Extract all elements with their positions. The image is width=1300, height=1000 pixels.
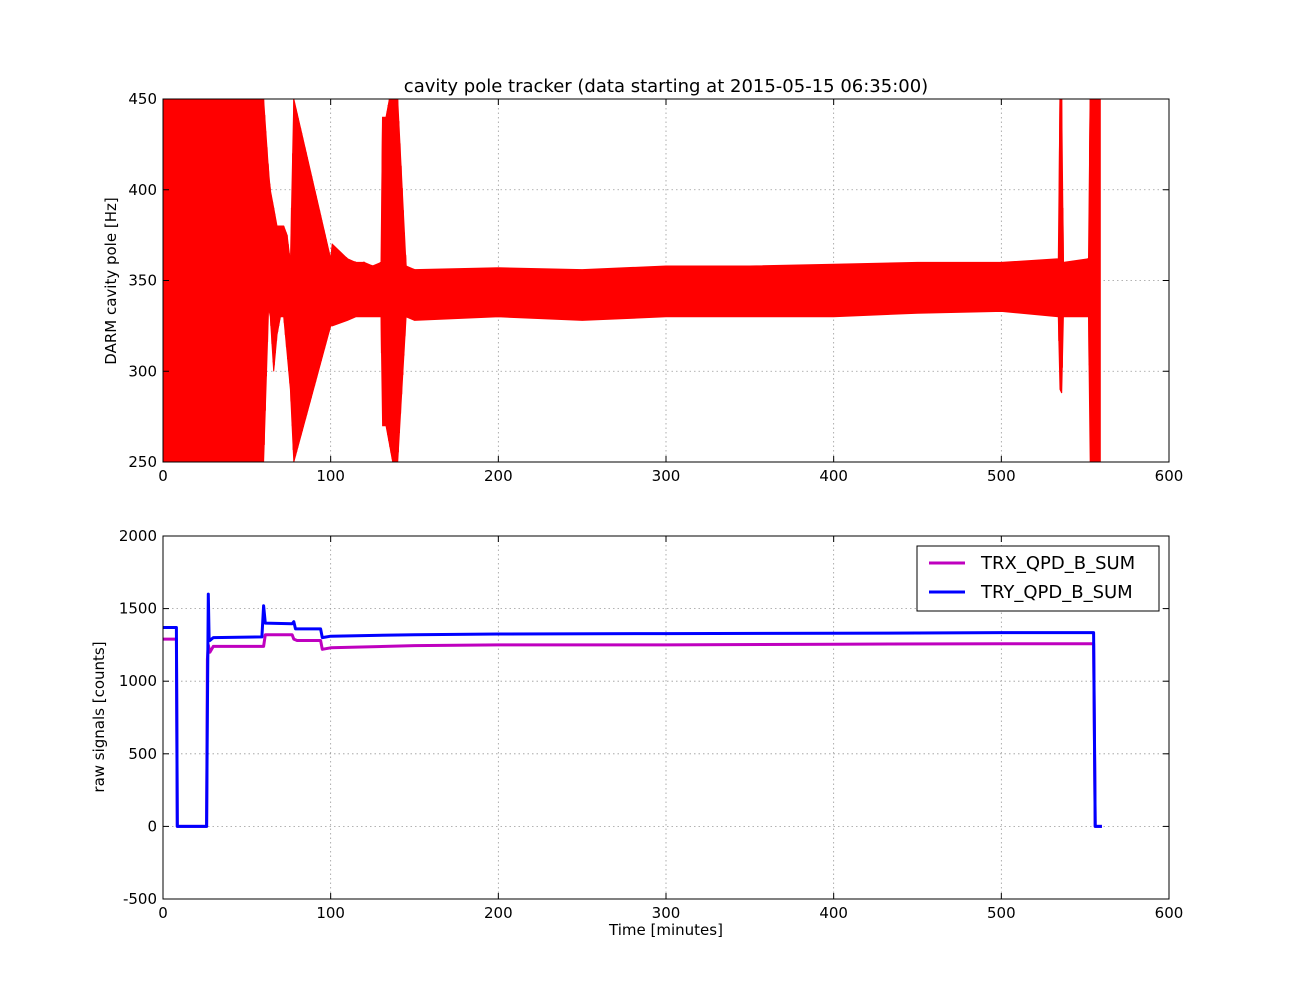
raw-signals-y-axis-label: raw signals [counts] bbox=[90, 641, 108, 792]
raw-signals-legend: TRX_QPD_B_SUM TRY_QPD_B_SUM bbox=[916, 545, 1160, 612]
cavity-pole-y-tick-label: 400 bbox=[128, 181, 157, 199]
cavity-pole-plot-area bbox=[163, 99, 1101, 462]
cavity-pole-y-tick-label: 300 bbox=[128, 362, 157, 380]
legend-entry-trx: TRX_QPD_B_SUM bbox=[980, 553, 1135, 574]
legend-box bbox=[916, 545, 1160, 612]
raw-signals-x-tick-label: 200 bbox=[484, 904, 513, 922]
raw-signals-y-tick-label: 1000 bbox=[119, 672, 157, 690]
cavity-pole-title: cavity pole tracker (data starting at 20… bbox=[404, 76, 928, 97]
raw-signals-x-tick-label: 600 bbox=[1155, 904, 1184, 922]
raw-signals-axes: 0 100 200 300 400 500 600-5000500100015002000 … bbox=[90, 527, 1183, 939]
raw-signals-y-tick-label: 500 bbox=[128, 745, 157, 763]
raw-signals-x-tick-label: 500 bbox=[987, 904, 1016, 922]
try-qpd-b-sum-line bbox=[163, 592, 1102, 828]
raw-signals-x-tick-label: 0 bbox=[158, 904, 168, 922]
cavity-pole-x-tick-label: 600 bbox=[1155, 467, 1184, 485]
cavity-pole-x-tick-label: 0 bbox=[158, 467, 168, 485]
cavity-pole-x-tick-label: 400 bbox=[819, 467, 848, 485]
cavity-pole-ticks: 0 100 200 300 400 500 600 250 300 350 400 450 bbox=[128, 90, 1183, 485]
raw-signals-x-tick-label: 300 bbox=[652, 904, 681, 922]
raw-signals-x-tick-label: 100 bbox=[316, 904, 345, 922]
cavity-pole-y-axis-label: DARM cavity pole [Hz] bbox=[102, 197, 120, 364]
cavity-pole-x-tick-label: 100 bbox=[316, 467, 345, 485]
cavity-pole-axes: 0 100 200 300 400 500 600 250 300 350 400 450 cavit… bbox=[102, 76, 1183, 485]
raw-signals-x-tick-label: 400 bbox=[819, 904, 848, 922]
legend-entry-try: TRY_QPD_B_SUM bbox=[980, 582, 1133, 603]
cavity-pole-x-tick-label: 200 bbox=[484, 467, 513, 485]
cavity-pole-y-tick-label: 350 bbox=[128, 272, 157, 290]
raw-signals-y-tick-label: 1500 bbox=[119, 600, 157, 618]
raw-signals-y-tick-label: 2000 bbox=[119, 527, 157, 545]
raw-signals-plot-area bbox=[163, 592, 1102, 828]
raw-signals-y-tick-label: -500 bbox=[123, 890, 157, 908]
raw-signals-y-tick-label: 0 bbox=[147, 817, 157, 835]
cavity-pole-series-0-trace bbox=[163, 99, 1101, 462]
cavity-pole-y-tick-label: 450 bbox=[128, 90, 157, 108]
cavity-pole-y-tick-label: 250 bbox=[128, 453, 157, 471]
cavity-pole-x-tick-label: 300 bbox=[652, 467, 681, 485]
cavity-pole-x-tick-label: 500 bbox=[987, 467, 1016, 485]
raw-signals-x-axis-label: Time [minutes] bbox=[608, 921, 723, 939]
